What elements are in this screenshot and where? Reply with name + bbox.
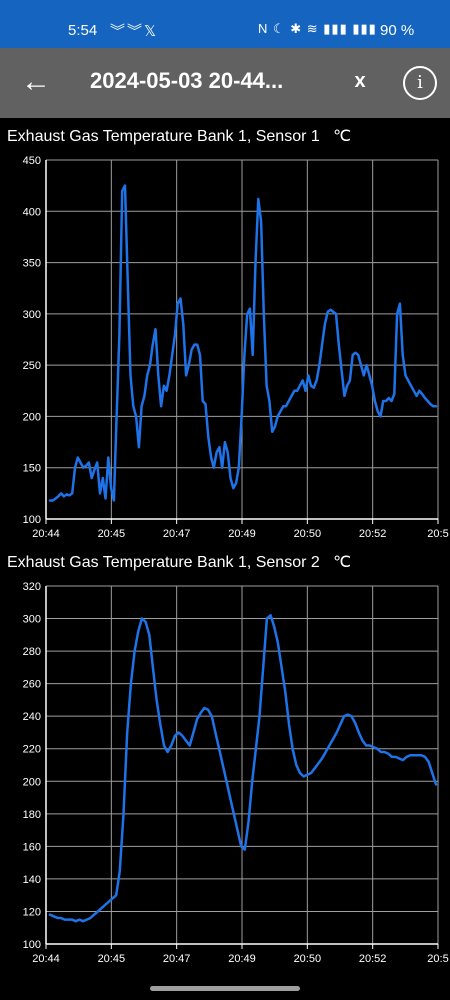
x-tick-label: 20:47 — [163, 528, 191, 540]
gesture-navigation-bar[interactable] — [150, 986, 300, 991]
x-tick-label: 20:45 — [98, 953, 126, 965]
y-tick-label: 150 — [23, 463, 41, 475]
x-tick-label: 20:52 — [359, 953, 387, 965]
y-tick-label: 260 — [23, 679, 41, 691]
y-tick-label: 100 — [23, 939, 41, 951]
y-tick-label: 140 — [23, 874, 41, 886]
x-tick-label: 20:47 — [163, 953, 191, 965]
x-tick-label: 20:44 — [32, 953, 60, 965]
y-tick-label: 320 — [23, 581, 41, 593]
chart-2-title-text: Exhaust Gas Temperature Bank 1, Sensor 2 — [7, 554, 320, 571]
back-arrow-icon[interactable]: ← — [21, 65, 51, 98]
x-tick-label: 20:52 — [359, 528, 387, 540]
y-tick-label: 240 — [23, 711, 41, 723]
x-tick-label: 20:50 — [294, 953, 322, 965]
x-tick-label: 20:50 — [294, 528, 322, 540]
close-button[interactable]: x — [354, 70, 366, 92]
x-tick-label: 20:45 — [98, 528, 126, 540]
x-tick-label: 20:5 — [427, 528, 448, 540]
x-tick-label: 20:49 — [228, 528, 256, 540]
y-tick-label: 120 — [23, 906, 41, 918]
page-title: 2024-05-03 20-44... — [90, 68, 284, 93]
chart-1-title-text: Exhaust Gas Temperature Bank 1, Sensor 1 — [7, 128, 320, 145]
x-tick-label: 20:49 — [228, 953, 256, 965]
y-tick-label: 200 — [23, 776, 41, 788]
chart-1-title: Exhaust Gas Temperature Bank 1, Sensor 1… — [7, 126, 351, 146]
chart-2[interactable]: 100 120 140 160 180 200 220 240 260 280 300 320 20:4… — [0, 576, 450, 971]
info-icon[interactable]: i — [403, 66, 437, 100]
chart-2-unit: ℃ — [333, 554, 352, 571]
y-tick-label: 220 — [23, 744, 41, 756]
y-tick-label: 400 — [23, 206, 41, 218]
notification-icons: ︾︾𝕏 — [110, 23, 159, 40]
status-bar: 5:54 ︾︾𝕏 N ☾ ✱ ≋ ▮▮▮ ▮▮▮ 90 % — [0, 0, 450, 48]
y-tick-label: 100 — [23, 514, 41, 526]
series-line — [48, 614, 438, 923]
y-tick-label: 300 — [23, 614, 41, 626]
y-tick-label: 180 — [23, 809, 41, 821]
system-status-icons: N ☾ ✱ ≋ ▮▮▮ ▮▮▮ — [258, 21, 377, 36]
clock-time: 5:54 — [68, 22, 98, 39]
chart-1[interactable]: 100 150 200 250 300 350 400 450 20:44 20:45 20:47 2… — [0, 150, 450, 545]
y-tick-label: 450 — [23, 155, 41, 167]
y-tick-label: 250 — [23, 360, 41, 372]
app-bar: ← 2024-05-03 20-44... x i — [0, 48, 450, 118]
y-tick-label: 350 — [23, 258, 41, 270]
y-tick-label: 160 — [23, 841, 41, 853]
y-tick-label: 200 — [23, 411, 41, 423]
chart-2-title: Exhaust Gas Temperature Bank 1, Sensor 2… — [7, 552, 351, 572]
battery-level: 90 % — [380, 22, 415, 39]
series-line — [48, 184, 438, 502]
x-tick-label: 20:5 — [427, 953, 448, 965]
y-tick-label: 280 — [23, 646, 41, 658]
chart-1-unit: ℃ — [333, 128, 352, 145]
y-tick-label: 300 — [23, 309, 41, 321]
x-tick-label: 20:44 — [32, 528, 60, 540]
